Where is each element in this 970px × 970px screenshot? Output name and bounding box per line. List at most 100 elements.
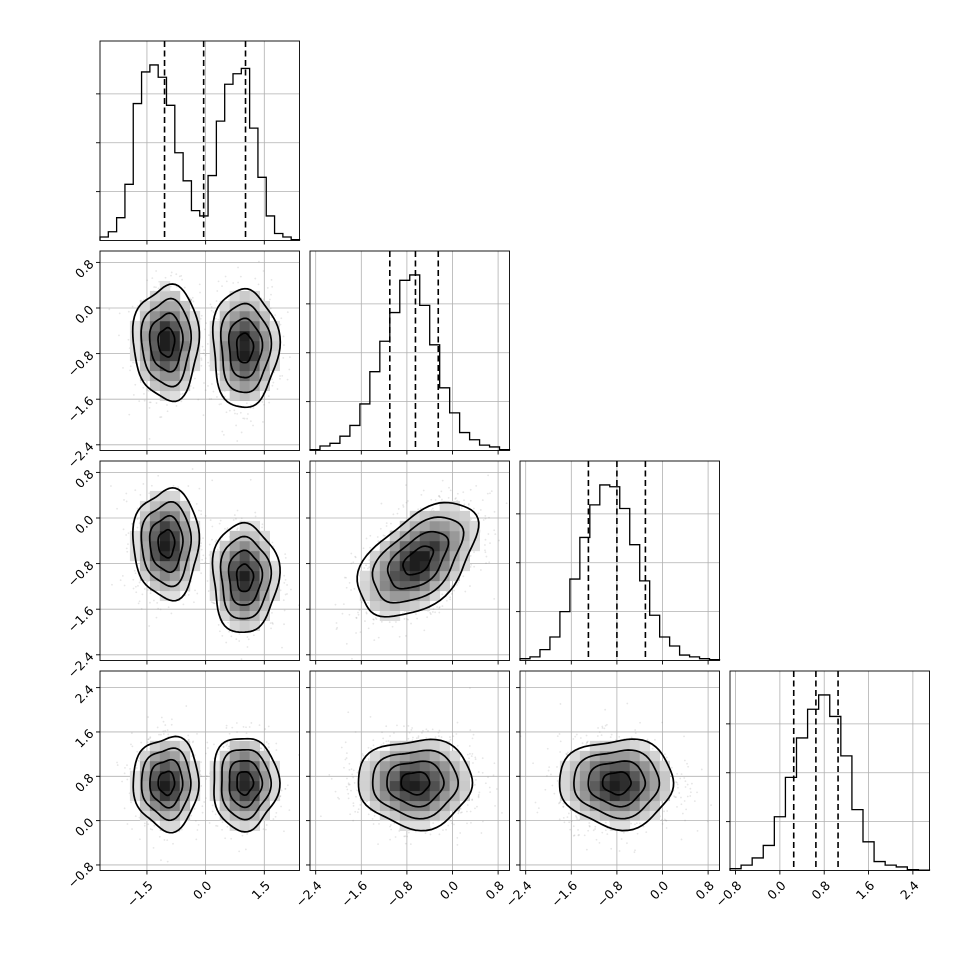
density-cell <box>239 360 251 372</box>
scatter-point <box>119 579 122 581</box>
contour-line <box>219 302 273 394</box>
density-cell <box>369 750 381 762</box>
scatter-point <box>420 494 423 496</box>
density-cell <box>429 590 441 602</box>
density-cell <box>239 810 251 822</box>
density-cell <box>429 810 441 822</box>
scatter-point <box>227 745 230 748</box>
x-tick-label: −0.8 <box>712 878 744 910</box>
contour-line <box>211 521 281 634</box>
scatter-point <box>576 818 579 820</box>
scatter-point <box>352 776 355 779</box>
scatter-point <box>357 808 360 811</box>
density-cell <box>179 550 191 562</box>
scatter-point <box>419 507 422 510</box>
y-tick-label: −0.8 <box>65 558 97 590</box>
scatter-point <box>634 849 636 852</box>
scatter-point <box>224 527 226 530</box>
scatter-point <box>238 640 241 642</box>
density-cell <box>399 580 411 592</box>
scatter-point <box>134 489 137 492</box>
density-cell <box>449 760 461 772</box>
scatter-point <box>160 733 162 736</box>
density-cell <box>249 340 260 352</box>
density-cell <box>379 610 391 621</box>
density-cell <box>609 760 621 772</box>
scatter-point <box>286 784 289 787</box>
scatter-point <box>205 322 207 325</box>
scatter-point <box>213 602 216 605</box>
scatter-point <box>243 417 246 420</box>
scatter-point <box>162 730 165 733</box>
density-cell <box>449 560 461 572</box>
scatter-point <box>349 813 352 816</box>
scatter-point <box>664 819 667 822</box>
scatter-point <box>583 834 586 837</box>
scatter-point <box>131 745 134 748</box>
scatter-point <box>118 334 120 337</box>
density-cell <box>169 790 181 802</box>
density-cell <box>169 500 181 512</box>
density-cell <box>169 820 181 831</box>
scatter-point <box>234 412 236 415</box>
panel-clip-group <box>520 671 720 871</box>
scatter-point <box>164 724 167 726</box>
density-cell <box>179 790 191 802</box>
scatter-point <box>286 593 288 595</box>
scatter-point <box>476 805 478 808</box>
scatter-point <box>151 828 154 831</box>
panel-frame <box>519 460 720 661</box>
scatter-panel-2-1 <box>96 250 300 455</box>
scatter-point <box>166 410 169 413</box>
x-tick-label: −0.8 <box>594 878 626 910</box>
density-cell <box>129 330 141 342</box>
contour-line <box>220 748 273 821</box>
scatter-point <box>212 390 215 393</box>
scatter-point <box>660 801 663 804</box>
density-cell <box>239 620 251 631</box>
scatter-point <box>143 588 146 590</box>
scatter-point <box>269 622 272 625</box>
scatter-point <box>189 385 192 387</box>
scatter-point <box>359 804 362 806</box>
scatter-point <box>594 825 597 828</box>
scatter-point <box>204 752 207 755</box>
scatter-point <box>150 484 153 487</box>
density-cell <box>179 340 191 352</box>
density-cell <box>189 540 201 552</box>
scatter-point <box>350 552 353 555</box>
density-cells <box>129 280 280 402</box>
scatter-point <box>182 603 185 606</box>
scatter-point <box>155 286 157 289</box>
scatter-point <box>361 753 364 755</box>
scatter-point <box>226 825 229 828</box>
scatter-point <box>380 502 383 505</box>
density-cell <box>399 800 411 812</box>
scatter-point <box>645 831 648 834</box>
scatter-point <box>470 755 473 758</box>
density-cell <box>169 550 181 562</box>
scatter-point <box>211 479 214 482</box>
density-cell <box>219 790 231 802</box>
density-cell <box>249 540 260 552</box>
scatter-point <box>406 835 409 838</box>
y-tick-label: −1.6 <box>65 603 97 635</box>
scatter-point <box>131 305 134 308</box>
scatter-point <box>493 762 496 765</box>
density-cell <box>399 780 411 792</box>
scatter-point <box>236 528 238 531</box>
scatter-point <box>284 788 287 790</box>
scatter-point <box>407 500 409 502</box>
contour-line <box>140 500 193 588</box>
density-cell <box>189 350 201 362</box>
scatter-point <box>214 540 217 543</box>
scatter-point <box>457 581 460 584</box>
scatter-point <box>362 754 365 757</box>
scatter-point <box>372 744 375 747</box>
scatter-point <box>365 611 368 614</box>
density-cell <box>219 550 231 562</box>
scatter-point <box>463 499 465 502</box>
scatter-point <box>139 381 142 383</box>
scatter-point <box>262 421 264 423</box>
scatter-point <box>209 519 212 521</box>
